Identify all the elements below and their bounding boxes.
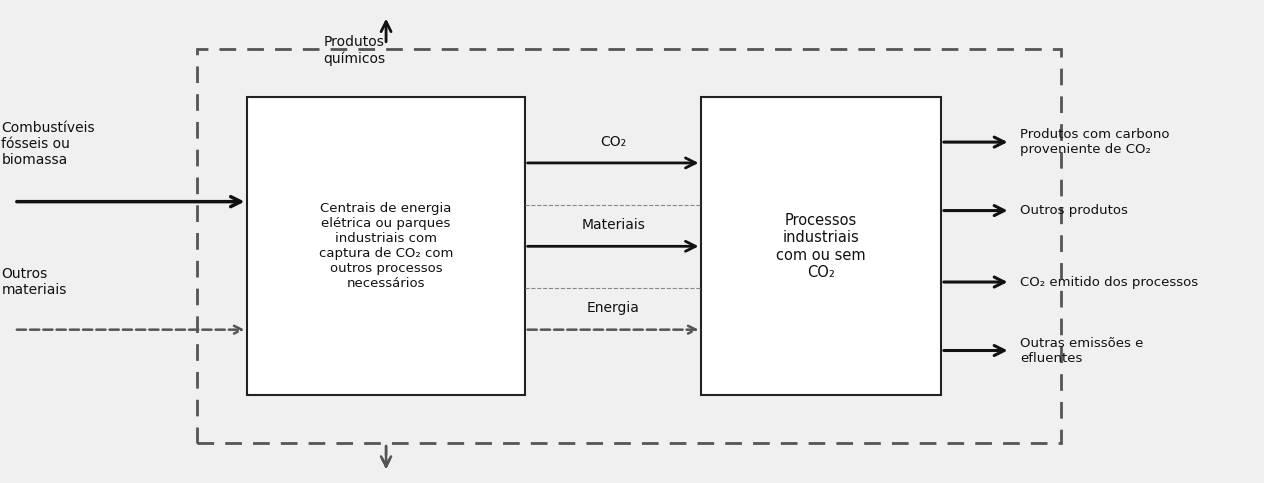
Text: CO₂: CO₂: [600, 135, 626, 149]
FancyBboxPatch shape: [702, 98, 940, 395]
FancyBboxPatch shape: [248, 98, 525, 395]
Text: Produtos
químicos: Produtos químicos: [324, 35, 386, 66]
Text: CO₂ emitido dos processos: CO₂ emitido dos processos: [1020, 275, 1198, 288]
Text: Produtos com carbono
proveniente de CO₂: Produtos com carbono proveniente de CO₂: [1020, 128, 1170, 156]
Text: Combustíveis
fósseis ou
biomassa: Combustíveis fósseis ou biomassa: [1, 121, 95, 167]
Text: Outros produtos: Outros produtos: [1020, 204, 1129, 217]
Text: Outros
materiais: Outros materiais: [1, 267, 67, 297]
Text: Outras emissões e
efluentes: Outras emissões e efluentes: [1020, 337, 1144, 365]
Text: Energia: Energia: [586, 301, 640, 315]
Text: Processos
industriais
com ou sem
CO₂: Processos industriais com ou sem CO₂: [776, 213, 866, 280]
Text: Centrais de energia
elétrica ou parques
industriais com
captura de CO₂ com
outro: Centrais de energia elétrica ou parques …: [319, 202, 454, 290]
Text: Materiais: Materiais: [581, 218, 645, 232]
